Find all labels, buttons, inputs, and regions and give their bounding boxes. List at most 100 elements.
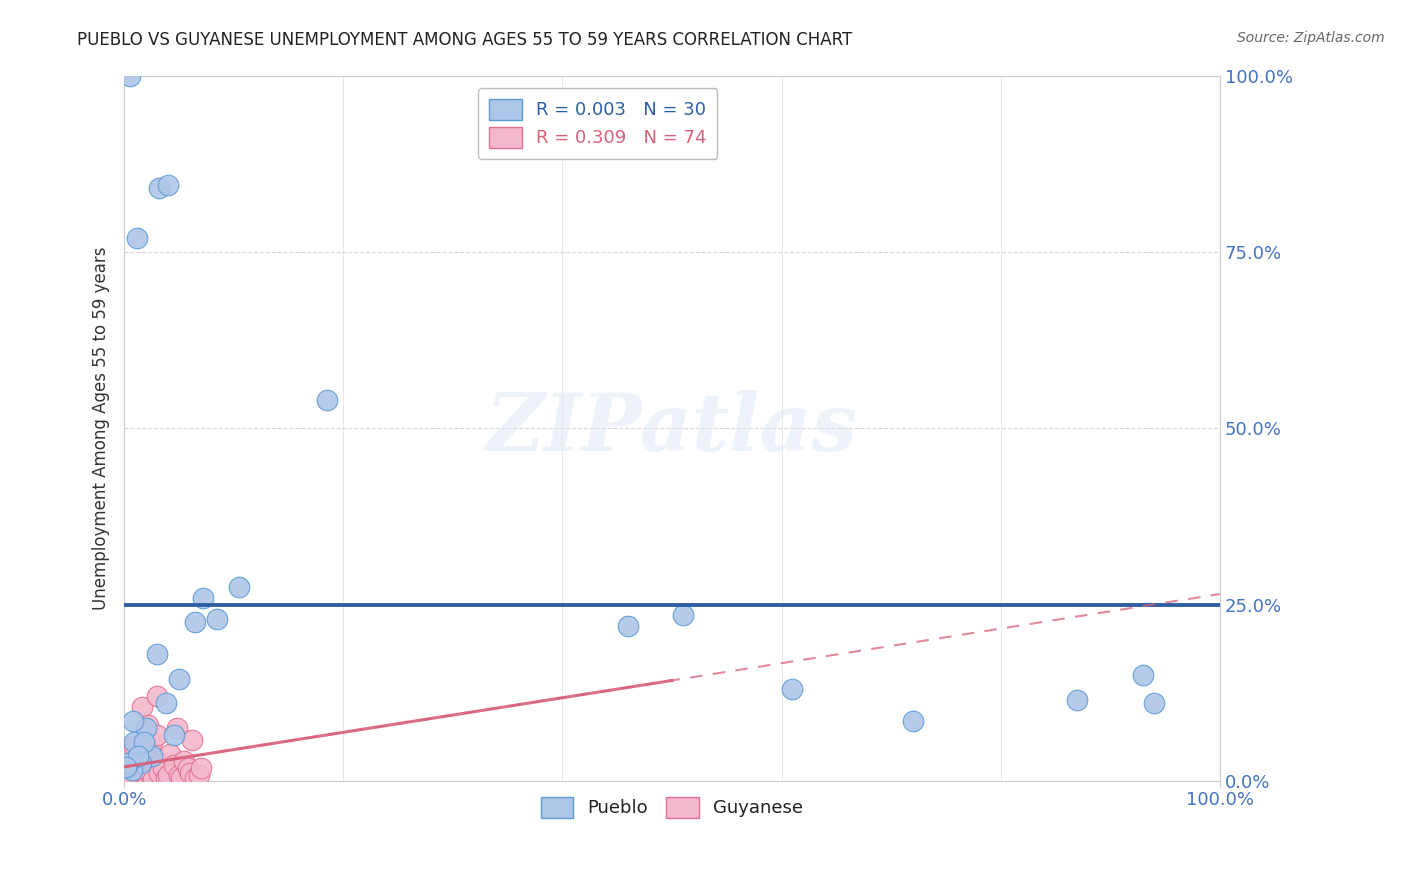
Point bbox=[122, 761, 145, 775]
Point bbox=[122, 739, 145, 753]
Point bbox=[162, 758, 184, 772]
Point bbox=[128, 754, 150, 768]
Point bbox=[118, 767, 141, 781]
Point bbox=[135, 742, 157, 756]
Point bbox=[124, 764, 146, 778]
Point bbox=[136, 717, 159, 731]
Point bbox=[115, 771, 138, 785]
Point bbox=[167, 767, 190, 781]
Point bbox=[120, 753, 142, 767]
Point bbox=[117, 753, 139, 767]
Point bbox=[315, 392, 337, 407]
Point bbox=[122, 735, 145, 749]
Point bbox=[120, 756, 142, 771]
Point bbox=[127, 756, 149, 771]
Point bbox=[672, 608, 695, 623]
Point bbox=[159, 747, 181, 762]
Text: Source: ZipAtlas.com: Source: ZipAtlas.com bbox=[1237, 31, 1385, 45]
Point bbox=[177, 761, 200, 775]
Point bbox=[132, 771, 155, 785]
Legend: Pueblo, Guyanese: Pueblo, Guyanese bbox=[533, 789, 810, 825]
Point bbox=[170, 771, 193, 785]
Point bbox=[134, 761, 156, 775]
Point bbox=[146, 728, 169, 742]
Point bbox=[184, 771, 207, 785]
Point bbox=[162, 728, 184, 742]
Text: PUEBLO VS GUYANESE UNEMPLOYMENT AMONG AGES 55 TO 59 YEARS CORRELATION CHART: PUEBLO VS GUYANESE UNEMPLOYMENT AMONG AG… bbox=[77, 31, 852, 49]
Point bbox=[118, 764, 141, 778]
Point bbox=[166, 721, 188, 735]
Point bbox=[120, 760, 142, 774]
Y-axis label: Unemployment Among Ages 55 to 59 years: Unemployment Among Ages 55 to 59 years bbox=[93, 246, 110, 610]
Point bbox=[121, 764, 143, 778]
Point bbox=[118, 768, 141, 782]
Point bbox=[122, 714, 145, 728]
Point bbox=[127, 749, 149, 764]
Point bbox=[124, 756, 146, 771]
Point bbox=[187, 767, 209, 781]
Point bbox=[115, 761, 138, 775]
Point bbox=[782, 682, 804, 697]
Point bbox=[120, 768, 142, 782]
Point bbox=[142, 771, 165, 785]
Point bbox=[115, 767, 138, 781]
Point bbox=[184, 615, 207, 630]
Point bbox=[143, 751, 166, 765]
Point bbox=[114, 765, 136, 780]
Point bbox=[120, 746, 142, 760]
Point bbox=[155, 771, 177, 785]
Point bbox=[117, 751, 139, 765]
Point bbox=[114, 771, 136, 785]
Point bbox=[207, 612, 229, 626]
Point bbox=[157, 178, 180, 192]
Point bbox=[181, 733, 204, 747]
Point bbox=[135, 754, 157, 768]
Point bbox=[127, 771, 149, 785]
Point bbox=[115, 770, 138, 784]
Point bbox=[115, 764, 138, 778]
Point bbox=[617, 619, 640, 633]
Point bbox=[228, 580, 250, 594]
Point bbox=[167, 672, 190, 686]
Point bbox=[129, 761, 152, 775]
Point bbox=[114, 772, 136, 786]
Point bbox=[152, 761, 174, 775]
Point bbox=[124, 758, 146, 772]
Point bbox=[122, 765, 145, 780]
Point bbox=[148, 181, 170, 195]
Text: ZIPatlas: ZIPatlas bbox=[486, 390, 858, 467]
Point bbox=[141, 749, 163, 764]
Point bbox=[117, 770, 139, 784]
Point bbox=[115, 772, 138, 786]
Point bbox=[122, 771, 145, 785]
Point bbox=[146, 647, 169, 661]
Point bbox=[139, 767, 162, 781]
Point bbox=[146, 690, 169, 704]
Point bbox=[115, 760, 138, 774]
Point bbox=[190, 761, 212, 775]
Point bbox=[135, 721, 157, 735]
Point bbox=[1143, 697, 1166, 711]
Point bbox=[157, 767, 180, 781]
Point bbox=[179, 765, 201, 780]
Point bbox=[129, 756, 152, 771]
Point bbox=[118, 771, 141, 785]
Point bbox=[115, 758, 138, 772]
Point bbox=[141, 735, 163, 749]
Point bbox=[132, 765, 155, 780]
Point bbox=[155, 697, 177, 711]
Point bbox=[173, 754, 195, 768]
Point bbox=[121, 749, 143, 764]
Point bbox=[117, 760, 139, 774]
Point bbox=[191, 591, 214, 605]
Point bbox=[131, 700, 153, 714]
Point bbox=[117, 768, 139, 782]
Point bbox=[117, 771, 139, 785]
Point bbox=[117, 767, 139, 781]
Point bbox=[127, 746, 149, 760]
Point bbox=[148, 765, 170, 780]
Point bbox=[117, 756, 139, 771]
Point bbox=[125, 767, 148, 781]
Point bbox=[121, 771, 143, 785]
Point bbox=[121, 746, 143, 760]
